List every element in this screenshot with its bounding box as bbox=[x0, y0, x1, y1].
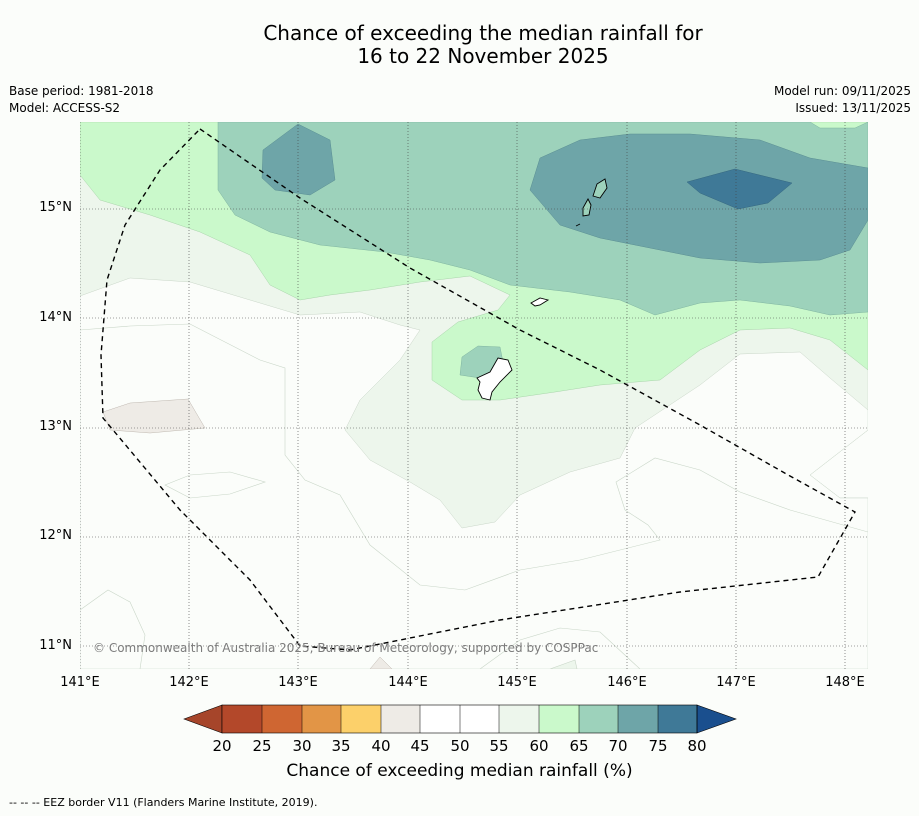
colorbar-outline bbox=[221, 704, 698, 734]
lon-label-141: 141°E bbox=[60, 675, 100, 690]
colorbar-tick: 20 bbox=[212, 737, 232, 755]
colorbar-tick: 70 bbox=[608, 737, 628, 755]
meta-left: Base period: 1981-2018 Model: ACCESS-S2 bbox=[9, 83, 154, 117]
lon-label-148: 148°E bbox=[825, 675, 865, 690]
colorbar-swatch-25-30 bbox=[262, 705, 302, 733]
colorbar-tick: 30 bbox=[292, 737, 312, 755]
lon-label-144: 144°E bbox=[388, 675, 428, 690]
contour-line-a bbox=[80, 323, 868, 591]
colorbar-tick: 55 bbox=[489, 737, 509, 755]
contour-45-55 bbox=[80, 277, 868, 669]
lat-label-12: 12°N bbox=[39, 528, 72, 543]
colorbar-tick: 35 bbox=[331, 737, 351, 755]
colorbar-swatch-35-40 bbox=[341, 705, 381, 733]
map-plot-area bbox=[80, 122, 868, 669]
island-guam bbox=[476, 357, 513, 401]
island-tinian bbox=[582, 198, 592, 217]
map-title-line2: 16 to 22 November 2025 bbox=[357, 44, 609, 68]
island-saipan bbox=[592, 178, 608, 199]
island-rota bbox=[530, 297, 550, 307]
colorbar-swatch-20-25 bbox=[222, 705, 262, 733]
model-name: Model: ACCESS-S2 bbox=[9, 101, 121, 115]
lon-label-145: 145°E bbox=[497, 675, 537, 690]
colorbar-swatch-40-45 bbox=[381, 705, 420, 733]
colorbar bbox=[183, 704, 737, 734]
colorbar-swatch-60-65 bbox=[539, 705, 579, 733]
colorbar-swatch-65-70 bbox=[579, 705, 618, 733]
colorbar-tick: 60 bbox=[529, 737, 549, 755]
eez-border bbox=[100, 128, 856, 651]
lat-label-15: 15°N bbox=[39, 200, 72, 215]
lat-label-11: 11°N bbox=[39, 638, 72, 653]
colorbar-tick: 80 bbox=[687, 737, 707, 755]
issued-date: Issued: 13/11/2025 bbox=[795, 101, 911, 115]
contour-70-75-north bbox=[261, 123, 336, 196]
map-title: Chance of exceeding the median rainfall … bbox=[0, 22, 919, 68]
eez-footnote: -- -- -- EEZ border V11 (Flanders Marine… bbox=[9, 796, 318, 809]
colorbar-swatch-above-80 bbox=[696, 704, 737, 734]
lon-label-142: 142°E bbox=[169, 675, 209, 690]
contour-line-e bbox=[549, 659, 578, 669]
colorbar-tick: 65 bbox=[569, 737, 589, 755]
colorbar-tick: 50 bbox=[450, 737, 470, 755]
colorbar-dividers bbox=[261, 705, 659, 733]
colorbar-label: Chance of exceeding median rainfall (%) bbox=[286, 761, 633, 781]
lat-label-13: 13°N bbox=[39, 419, 72, 434]
lat-label-14: 14°N bbox=[39, 310, 72, 325]
model-run: Model run: 09/11/2025 bbox=[773, 84, 911, 98]
colorbar-swatch-50-55 bbox=[460, 705, 499, 733]
meta-right: Model run: 09/11/2025 Issued: 13/11/2025 bbox=[774, 83, 911, 117]
contour-line-c bbox=[80, 589, 146, 669]
copyright-notice: © Commonwealth of Australia 2025, Bureau… bbox=[93, 641, 599, 655]
colorbar-swatch-70-75 bbox=[618, 705, 658, 733]
gridlines bbox=[80, 122, 868, 669]
colorbar-swatch-30-35 bbox=[302, 705, 341, 733]
lon-label-143: 143°E bbox=[278, 675, 318, 690]
contour-40-45-small bbox=[369, 656, 393, 669]
colorbar-tick: 25 bbox=[252, 737, 272, 755]
colorbar-swatch-below-20 bbox=[183, 704, 223, 734]
lon-label-146: 146°E bbox=[607, 675, 647, 690]
colorbar-swatch-45-50 bbox=[420, 705, 460, 733]
lon-label-147: 147°E bbox=[716, 675, 756, 690]
contour-75-80 bbox=[686, 168, 793, 210]
base-period: Base period: 1981-2018 bbox=[9, 84, 154, 98]
map-title-line1: Chance of exceeding the median rainfall … bbox=[263, 21, 703, 45]
colorbar-swatch-55-60 bbox=[499, 705, 539, 733]
colorbar-swatch-75-80 bbox=[658, 705, 697, 733]
colorbar-tick: 45 bbox=[410, 737, 430, 755]
contour-70-75-east bbox=[529, 133, 868, 264]
colorbar-tick: 40 bbox=[371, 737, 391, 755]
colorbar-tick: 75 bbox=[648, 737, 668, 755]
contour-40-45-patch bbox=[102, 398, 206, 434]
contour-line-b bbox=[164, 471, 267, 499]
contour-line-d bbox=[479, 627, 641, 669]
island-aguijan bbox=[575, 223, 581, 227]
